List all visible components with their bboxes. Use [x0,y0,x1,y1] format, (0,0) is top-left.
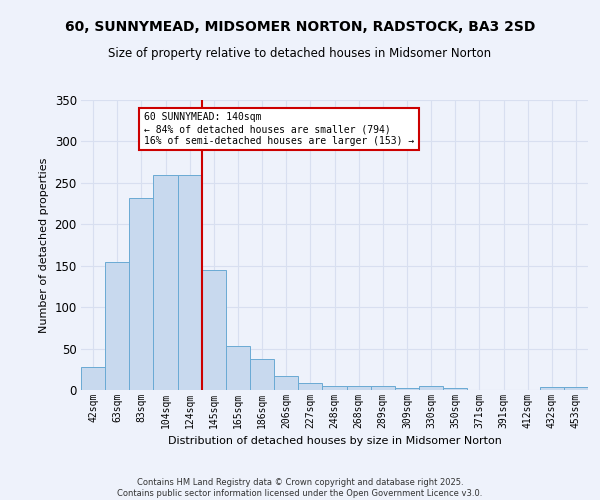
Text: Contains HM Land Registry data © Crown copyright and database right 2025.
Contai: Contains HM Land Registry data © Crown c… [118,478,482,498]
Bar [564,386,588,390]
X-axis label: Distribution of detached houses by size in Midsomer Norton: Distribution of detached houses by size … [167,436,502,446]
Bar [443,388,467,390]
Bar [250,358,274,390]
Bar [347,386,371,390]
Bar [540,386,564,390]
Bar [81,367,105,390]
Bar [419,386,443,390]
Bar [322,386,347,390]
Y-axis label: Number of detached properties: Number of detached properties [39,158,49,332]
Bar [129,198,154,390]
Bar [154,174,178,390]
Text: 60, SUNNYMEAD, MIDSOMER NORTON, RADSTOCK, BA3 2SD: 60, SUNNYMEAD, MIDSOMER NORTON, RADSTOCK… [65,20,535,34]
Bar [226,346,250,390]
Bar [298,382,322,390]
Text: Size of property relative to detached houses in Midsomer Norton: Size of property relative to detached ho… [109,48,491,60]
Bar [274,376,298,390]
Bar [395,388,419,390]
Bar [202,270,226,390]
Bar [105,262,129,390]
Bar [178,174,202,390]
Bar [371,386,395,390]
Text: 60 SUNNYMEAD: 140sqm
← 84% of detached houses are smaller (794)
16% of semi-deta: 60 SUNNYMEAD: 140sqm ← 84% of detached h… [144,112,414,146]
